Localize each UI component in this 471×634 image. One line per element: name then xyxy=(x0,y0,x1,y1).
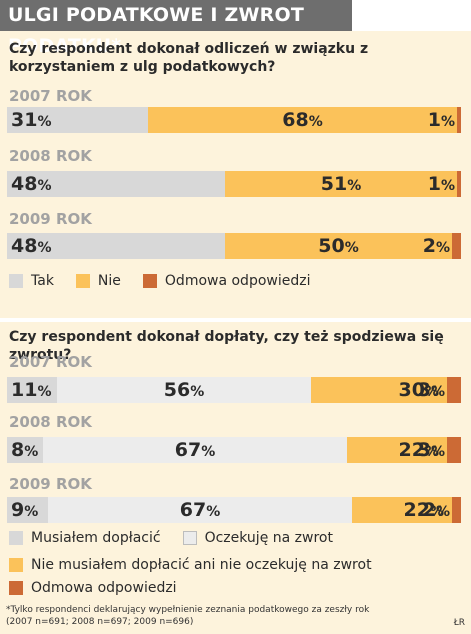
legend-label: Musiałem dopłacić xyxy=(31,530,161,546)
legend-swatch xyxy=(9,558,23,572)
bar-row: 48% 51% 1% xyxy=(7,171,461,197)
bar-segment-odmowa: 1% xyxy=(428,107,461,133)
data-label: 48% xyxy=(11,235,52,257)
data-label: 30% xyxy=(398,379,439,401)
year-label: 2009 ROK xyxy=(9,475,92,493)
legend-swatch xyxy=(9,531,23,545)
bar-row: 9% 67% 22% 2% xyxy=(7,497,461,523)
legend-swatch xyxy=(9,274,23,288)
legend-label: Nie musiałem dopłacić ani nie oczekuję n… xyxy=(31,557,372,573)
bar-segment-odmowa: 3% xyxy=(418,377,461,403)
data-label: 22% xyxy=(398,439,439,461)
bar-segment-oczekuje: 67% xyxy=(48,497,352,523)
data-label: 68% xyxy=(282,109,323,131)
bar-segment-musialem: 11% xyxy=(7,377,57,403)
bar-row: 11% 56% 30% 3% xyxy=(7,377,461,403)
bar-segment-nie-musialem: 22% xyxy=(352,497,452,523)
data-label: 11% xyxy=(11,379,52,401)
bar-segment-odmowa: 2% xyxy=(423,497,461,523)
bar-segment-odmowa: 3% xyxy=(418,437,461,463)
data-label: 22% xyxy=(403,499,444,521)
legend-2c: Odmowa odpowiedzi xyxy=(9,580,177,596)
legend-2b: Nie musiałem dopłacić ani nie oczekuję n… xyxy=(9,557,372,573)
bar-segment-nie-musialem: 22% xyxy=(347,437,447,463)
question-2: Czy respondent dokonał dopłaty, czy też … xyxy=(9,329,444,363)
legend-label: Odmowa odpowiedzi xyxy=(164,273,311,289)
data-label: 9% xyxy=(11,499,39,521)
bar-segment-oczekuje: 56% xyxy=(57,377,311,403)
legend-swatch xyxy=(75,274,90,288)
bar-segment-tak: 48% xyxy=(7,171,225,197)
bar-segment-nie: 51% xyxy=(225,171,457,197)
data-label: 2% xyxy=(422,235,450,257)
bar-row: 48% 50% 2% xyxy=(7,233,461,259)
bar-segment-tak: 48% xyxy=(7,233,225,259)
bar-segment-nie-musialem: 30% xyxy=(311,377,447,403)
year-label: 2008 ROK xyxy=(9,413,92,431)
data-label: 1% xyxy=(427,109,455,131)
legend-swatch xyxy=(9,581,23,595)
data-label: 3% xyxy=(417,379,445,401)
bar-segment-musialem: 8% xyxy=(7,437,43,463)
bar-segment-nie: 50% xyxy=(225,233,452,259)
data-label: 48% xyxy=(11,173,52,195)
chart-title: ULGI PODATKOWE I ZWROT PODATKU* xyxy=(0,0,352,57)
data-label: 67% xyxy=(174,439,216,461)
data-label: 50% xyxy=(318,235,359,257)
bar-segment-nie: 68% xyxy=(148,107,457,133)
bar-segment-tak: 31% xyxy=(7,107,148,133)
footnote: *Tylko respondenci deklarujący wypełnien… xyxy=(6,604,369,628)
footnote-line: (2007 n=691; 2008 n=697; 2009 n=696) xyxy=(6,617,194,627)
legend-label: Nie xyxy=(97,273,121,289)
data-label: 1% xyxy=(427,173,455,195)
credit: ŁR xyxy=(453,618,465,628)
bar-segment-odmowa: 1% xyxy=(428,171,461,197)
bar-segment-oczekuje: 67% xyxy=(43,437,347,463)
legend-swatch xyxy=(142,274,157,288)
year-label: 2007 ROK xyxy=(9,353,92,371)
legend-label: Odmowa odpowiedzi xyxy=(31,580,177,596)
year-label: 2007 ROK xyxy=(9,87,92,105)
year-label: 2009 ROK xyxy=(9,210,92,228)
question-1: Czy respondent dokonał odliczeń w związk… xyxy=(9,41,369,75)
data-label: 2% xyxy=(422,499,450,521)
data-label: 56% xyxy=(163,379,205,401)
data-label: 67% xyxy=(179,499,221,521)
year-label: 2008 ROK xyxy=(9,147,92,165)
legend-2: Musiałem dopłacić Oczekuję na zwrot xyxy=(9,530,333,546)
data-label: 31% xyxy=(11,109,52,131)
bar-segment-odmowa: 2% xyxy=(423,233,461,259)
bar-row: 31% 68% 1% xyxy=(7,107,461,133)
data-label: 3% xyxy=(417,439,445,461)
footnote-line: *Tylko respondenci deklarujący wypełnien… xyxy=(6,605,370,615)
bar-row: 8% 67% 22% 3% xyxy=(7,437,461,463)
legend-1: Tak Nie Odmowa odpowiedzi xyxy=(9,273,310,289)
data-label: 8% xyxy=(11,439,39,461)
legend-swatch xyxy=(182,531,197,545)
legend-label: Tak xyxy=(31,273,54,289)
legend-label: Oczekuję na zwrot xyxy=(204,530,333,546)
bar-segment-musialem: 9% xyxy=(7,497,48,523)
divider xyxy=(0,318,471,322)
data-label: 51% xyxy=(320,173,362,195)
